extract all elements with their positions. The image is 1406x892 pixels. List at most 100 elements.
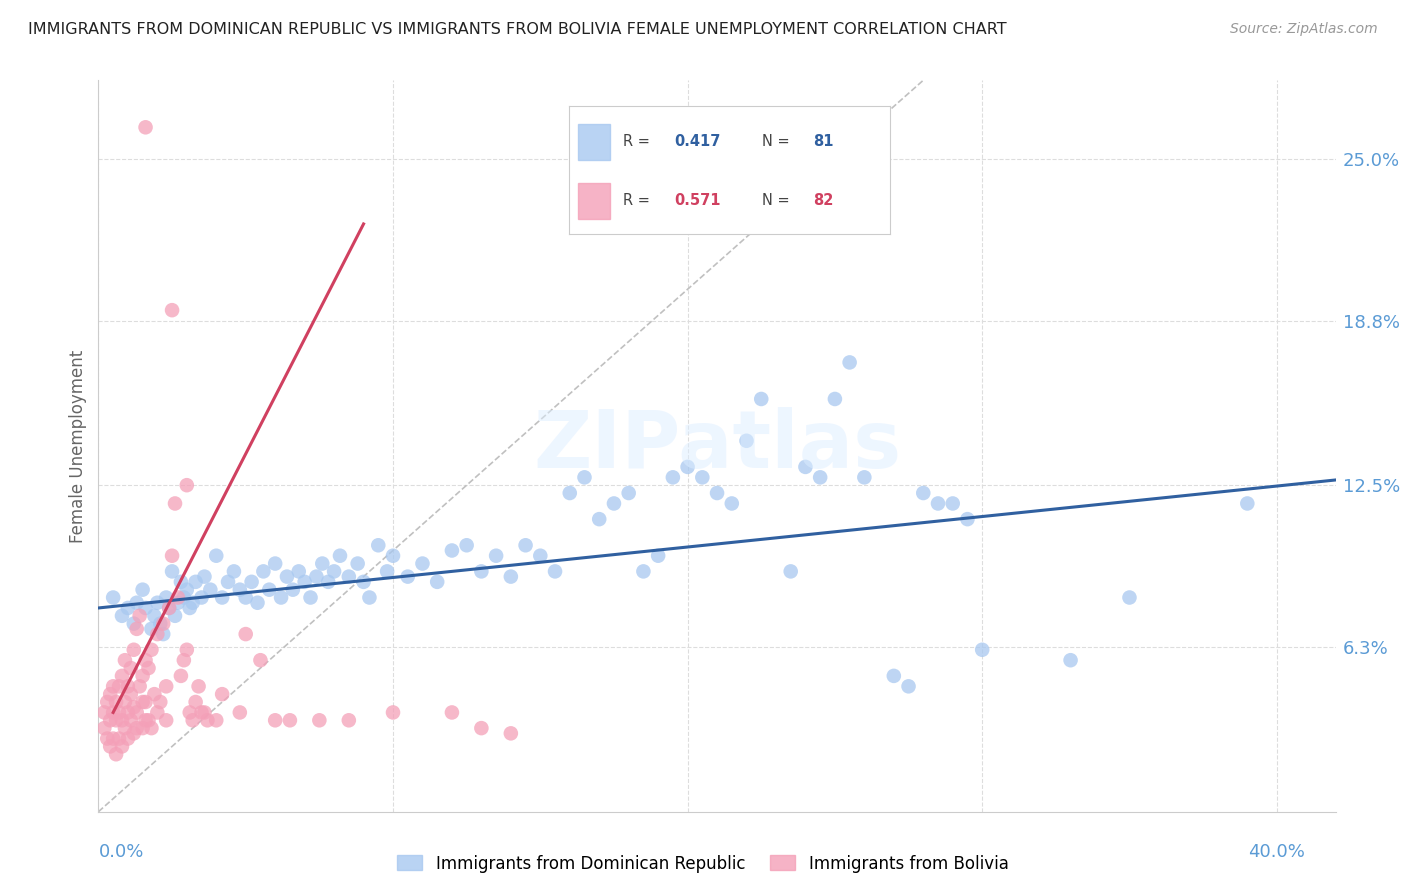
Point: [146, 596, 169, 610]
Point: [149, 695, 172, 709]
Text: ZIPatlas: ZIPatlas: [533, 407, 901, 485]
Point: [128, 679, 150, 693]
Point: [853, 470, 876, 484]
Point: [367, 538, 389, 552]
Point: [105, 747, 128, 762]
Point: [529, 549, 551, 563]
Point: [499, 726, 522, 740]
Text: 0.0%: 0.0%: [98, 843, 143, 861]
Point: [120, 661, 142, 675]
Text: Source: ZipAtlas.com: Source: ZipAtlas.com: [1230, 22, 1378, 37]
Point: [120, 714, 142, 728]
Point: [1059, 653, 1081, 667]
Point: [190, 591, 212, 605]
Point: [170, 669, 193, 683]
Point: [117, 706, 139, 720]
Point: [278, 714, 301, 728]
Point: [396, 569, 419, 583]
Point: [329, 549, 352, 563]
Point: [205, 549, 228, 563]
Point: [187, 679, 209, 693]
Point: [779, 565, 801, 579]
Point: [308, 714, 330, 728]
Point: [264, 714, 287, 728]
Point: [706, 486, 728, 500]
Point: [108, 679, 131, 693]
Text: IMMIGRANTS FROM DOMINICAN REPUBLIC VS IMMIGRANTS FROM BOLIVIA FEMALE UNEMPLOYMEN: IMMIGRANTS FROM DOMINICAN REPUBLIC VS IM…: [28, 22, 1007, 37]
Point: [808, 470, 831, 484]
Point: [122, 700, 145, 714]
Point: [246, 596, 269, 610]
Point: [749, 392, 772, 406]
Point: [353, 574, 375, 589]
Point: [692, 470, 714, 484]
Point: [111, 739, 134, 754]
Point: [240, 574, 263, 589]
Point: [114, 721, 136, 735]
Point: [181, 714, 204, 728]
Point: [676, 459, 699, 474]
Point: [200, 582, 222, 597]
Point: [184, 695, 207, 709]
Point: [141, 642, 163, 657]
Point: [111, 608, 134, 623]
Point: [883, 669, 905, 683]
Point: [485, 549, 508, 563]
Point: [515, 538, 537, 552]
Point: [633, 565, 655, 579]
Point: [98, 687, 121, 701]
Point: [138, 661, 160, 675]
Point: [588, 512, 610, 526]
Point: [287, 565, 309, 579]
Point: [146, 706, 169, 720]
Point: [155, 591, 177, 605]
Point: [264, 557, 287, 571]
Point: [179, 601, 201, 615]
Point: [155, 679, 177, 693]
Point: [499, 569, 522, 583]
Point: [96, 731, 118, 746]
Point: [117, 731, 139, 746]
Point: [426, 574, 449, 589]
Point: [135, 601, 157, 615]
Point: [942, 496, 965, 510]
Point: [105, 695, 128, 709]
Point: [193, 569, 215, 583]
Point: [98, 714, 121, 728]
Point: [299, 591, 322, 605]
Point: [794, 459, 817, 474]
Point: [316, 574, 339, 589]
Point: [163, 608, 186, 623]
Point: [163, 496, 186, 510]
Point: [382, 549, 405, 563]
Point: [544, 565, 567, 579]
Y-axis label: Female Unemployment: Female Unemployment: [69, 350, 87, 542]
Point: [211, 591, 233, 605]
Point: [143, 608, 166, 623]
Point: [111, 714, 134, 728]
Point: [93, 721, 115, 735]
Point: [184, 574, 207, 589]
Point: [558, 486, 581, 500]
Point: [135, 714, 157, 728]
Point: [108, 731, 131, 746]
Point: [276, 569, 298, 583]
Point: [222, 565, 245, 579]
Point: [98, 739, 121, 754]
Point: [114, 653, 136, 667]
Point: [197, 714, 219, 728]
Point: [375, 565, 398, 579]
Point: [101, 679, 124, 693]
Point: [337, 569, 360, 583]
Point: [440, 543, 463, 558]
Point: [122, 726, 145, 740]
Point: [173, 591, 195, 605]
Point: [117, 601, 139, 615]
Point: [176, 478, 198, 492]
Point: [179, 706, 201, 720]
Point: [1236, 496, 1258, 510]
Point: [217, 574, 239, 589]
Point: [176, 582, 198, 597]
Point: [125, 706, 148, 720]
Point: [160, 303, 183, 318]
